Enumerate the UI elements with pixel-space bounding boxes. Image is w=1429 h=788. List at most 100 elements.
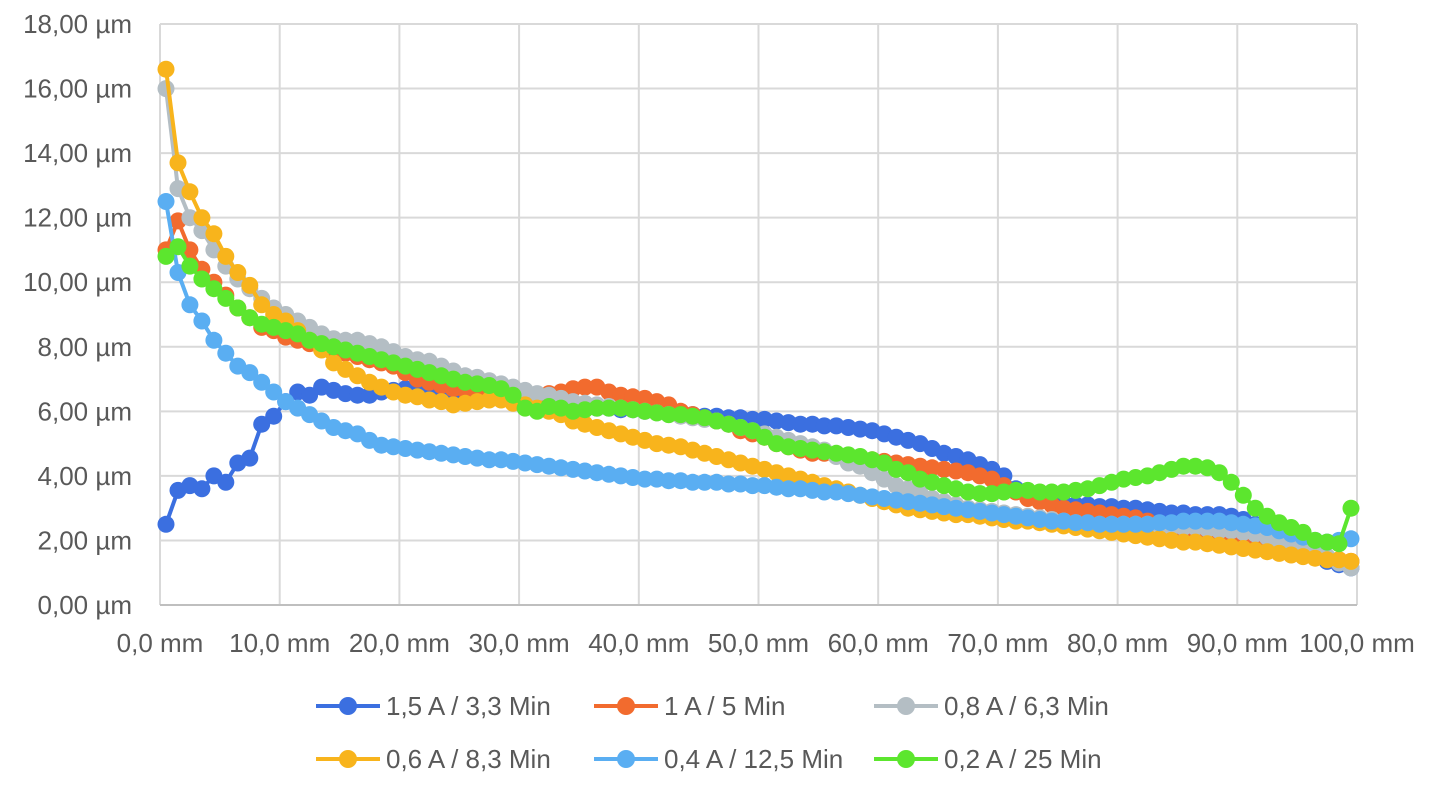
- x-tick-label: 80,0 mm: [1067, 628, 1168, 658]
- data-point: [1198, 512, 1216, 530]
- legend-label: 0,6 A / 8,3 Min: [386, 744, 551, 774]
- y-tick-label: 16,00 µm: [23, 74, 132, 104]
- series-group: [157, 193, 1360, 551]
- legend-label: 1,5 A / 3,3 Min: [386, 691, 551, 721]
- data-point: [660, 472, 678, 490]
- data-point: [157, 193, 175, 210]
- data-point: [193, 312, 211, 330]
- data-point: [205, 280, 223, 298]
- data-point: [636, 470, 654, 488]
- data-point: [1115, 515, 1133, 533]
- legend-marker: [617, 697, 635, 715]
- y-tick-label: 8,00 µm: [38, 332, 132, 362]
- data-point: [1342, 552, 1360, 570]
- data-point: [181, 257, 199, 275]
- legend-marker: [897, 697, 915, 715]
- y-tick-label: 14,00 µm: [23, 138, 132, 168]
- data-point: [349, 386, 366, 404]
- data-point: [157, 515, 175, 533]
- data-point: [181, 296, 199, 314]
- data-point: [217, 247, 235, 265]
- legend-item: 0,2 A / 25 Min: [874, 744, 1102, 774]
- x-tick-label: 20,0 mm: [349, 628, 450, 658]
- x-tick-label: 70,0 mm: [947, 628, 1048, 658]
- y-tick-label: 18,00 µm: [23, 9, 132, 39]
- x-tick-label: 0,0 mm: [117, 628, 204, 658]
- data-point: [480, 391, 498, 409]
- data-point: [720, 475, 738, 493]
- data-point: [600, 399, 618, 417]
- series-group: [157, 238, 1360, 553]
- x-tick-label: 10,0 mm: [229, 628, 330, 658]
- legend-item: 0,8 A / 6,3 Min: [874, 691, 1109, 721]
- data-point: [253, 415, 271, 433]
- x-tick-label: 40,0 mm: [588, 628, 689, 658]
- data-point: [1342, 499, 1360, 517]
- data-point: [744, 477, 761, 495]
- data-point: [1318, 551, 1336, 569]
- legend-item: 0,6 A / 8,3 Min: [316, 744, 551, 774]
- x-tick-label: 100,0 mm: [1299, 628, 1415, 658]
- data-point: [205, 331, 223, 349]
- data-point: [241, 449, 259, 467]
- legend-marker: [617, 750, 635, 768]
- data-point: [229, 299, 247, 317]
- data-point: [241, 276, 259, 294]
- data-point: [1174, 457, 1192, 475]
- chart-axes: 0,00 µm 2,00 µm 4,00 µm 6,00 µm 8,00 µm 10,00…: [23, 9, 1415, 658]
- data-point: [1246, 499, 1264, 517]
- data-point: [1103, 515, 1121, 533]
- data-point: [1091, 515, 1109, 533]
- data-point: [229, 264, 247, 281]
- legend-label: 0,2 A / 25 Min: [944, 744, 1102, 774]
- x-tick-label: 50,0 mm: [708, 628, 809, 658]
- data-point: [1330, 535, 1348, 553]
- data-point: [241, 364, 259, 382]
- chart-legend: 1,5 A / 3,3 Min 1 A / 5 Min 0,8 A / 6,3 Mi…: [316, 691, 1109, 774]
- y-tick-label: 12,00 µm: [23, 203, 132, 233]
- y-tick-label: 0,00 µm: [38, 590, 132, 620]
- data-point: [253, 296, 271, 314]
- data-point: [193, 209, 211, 227]
- data-point: [1067, 514, 1085, 532]
- data-point: [301, 386, 319, 404]
- legend-label: 0,8 A / 6,3 Min: [944, 691, 1109, 721]
- y-tick-label: 6,00 µm: [38, 396, 132, 426]
- data-point: [1234, 486, 1252, 504]
- data-point: [1174, 512, 1192, 530]
- chart-grid: [159, 23, 1358, 606]
- legend-label: 1 A / 5 Min: [664, 691, 785, 721]
- data-point: [217, 473, 235, 491]
- data-point: [815, 483, 833, 501]
- data-point: [157, 247, 175, 265]
- data-point: [971, 485, 989, 503]
- data-point: [217, 344, 235, 362]
- data-point: [217, 289, 235, 307]
- y-tick-label: 2,00 µm: [38, 525, 132, 555]
- legend-item: 1,5 A / 3,3 Min: [316, 691, 551, 721]
- data-point: [588, 399, 606, 417]
- data-point: [193, 480, 211, 498]
- y-tick-label: 4,00 µm: [38, 461, 132, 491]
- x-tick-label: 90,0 mm: [1187, 628, 1288, 658]
- data-point: [1043, 483, 1061, 501]
- data-point: [480, 451, 498, 469]
- data-point: [253, 373, 271, 391]
- data-point: [157, 60, 175, 78]
- data-point: [265, 407, 283, 425]
- x-tick-label: 60,0 mm: [828, 628, 929, 658]
- data-point: [181, 209, 199, 227]
- data-point: [815, 417, 833, 435]
- data-point: [205, 225, 223, 243]
- data-point: [169, 238, 187, 256]
- data-point: [1007, 481, 1025, 499]
- data-point: [504, 386, 522, 404]
- legend-item: 1 A / 5 Min: [594, 691, 785, 721]
- data-point: [1210, 464, 1228, 482]
- data-point: [1031, 483, 1049, 501]
- data-point: [684, 473, 702, 491]
- data-point: [696, 473, 714, 491]
- data-point: [1043, 512, 1061, 530]
- data-point: [1186, 512, 1204, 530]
